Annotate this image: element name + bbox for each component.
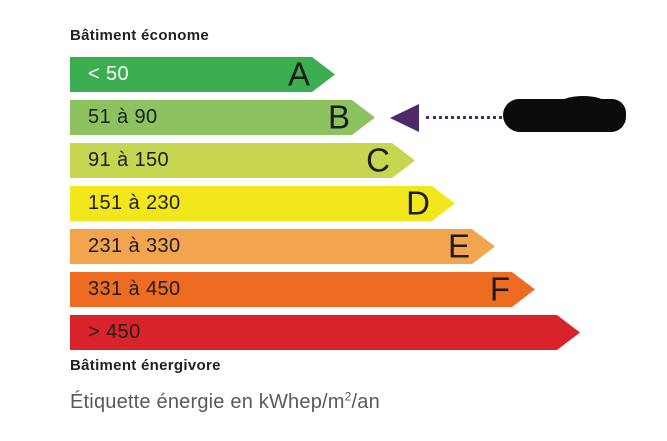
indicator-arrow-icon <box>390 103 419 132</box>
caption-text: Étiquette énergie en kWhep/m <box>70 391 345 413</box>
redacted-value-blob <box>503 96 626 132</box>
class-letter: E <box>447 227 470 265</box>
class-letter: B <box>327 98 350 136</box>
label-content: Bâtiment économe < 50 A 51 à 90 B 91 à 150 C 1… <box>70 28 660 414</box>
energy-bar-a: < 50 A <box>70 57 335 92</box>
class-letter: D <box>406 184 430 222</box>
class-letter: F <box>489 270 510 308</box>
indicator-dotted-line <box>426 115 502 119</box>
energy-bar-c: 91 à 150 C <box>70 143 415 178</box>
class-letter: A <box>287 55 310 93</box>
bottom-label: Bâtiment énergivore <box>70 357 221 374</box>
range-label: 51 à 90 <box>88 106 158 128</box>
energy-row-d: 151 à 230 D <box>70 186 660 221</box>
energy-bar-e: 231 à 330 E <box>70 229 495 264</box>
range-label: > 450 <box>88 321 141 343</box>
energy-row-a: < 50 A <box>70 57 660 92</box>
range-label: 91 à 150 <box>88 149 170 171</box>
caption: Étiquette énergie en kWhep/m2/an <box>70 389 660 414</box>
energy-row-g: > 450 <box>70 315 660 350</box>
energy-bar-f: 331 à 450 F <box>70 272 535 307</box>
energy-bar-g: > 450 <box>70 315 580 350</box>
class-letter: C <box>366 141 390 179</box>
caption-superscript: 2 <box>344 389 352 404</box>
range-label: 231 à 330 <box>88 235 181 257</box>
energy-row-e: 231 à 330 E <box>70 229 660 264</box>
range-label: < 50 <box>88 63 130 85</box>
range-label: 151 à 230 <box>88 192 181 214</box>
energy-row-b: 51 à 90 B <box>70 96 660 135</box>
energy-bar-d: 151 à 230 D <box>70 186 455 221</box>
energy-scale: < 50 A 51 à 90 B 91 à 150 C 151 à 230 D 231 à 33… <box>70 57 660 350</box>
range-label: 331 à 450 <box>88 278 181 300</box>
top-label: Bâtiment économe <box>70 27 209 44</box>
energy-bar-b: 51 à 90 B <box>70 100 375 135</box>
caption-text-suffix: /an <box>351 391 380 413</box>
energy-row-f: 331 à 450 F <box>70 272 660 307</box>
energy-row-c: 91 à 150 C <box>70 143 660 178</box>
